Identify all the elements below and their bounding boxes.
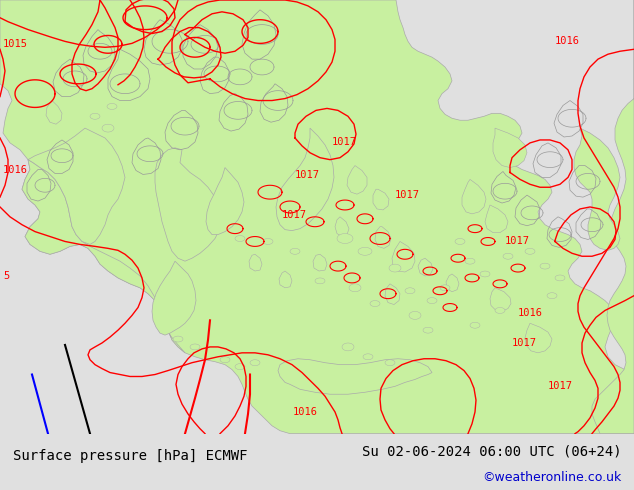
Polygon shape — [347, 166, 367, 194]
Text: ©weatheronline.co.uk: ©weatheronline.co.uk — [482, 471, 621, 484]
Polygon shape — [440, 285, 450, 291]
Text: 1016: 1016 — [3, 165, 28, 174]
Text: 1016: 1016 — [555, 36, 580, 47]
Polygon shape — [107, 103, 117, 109]
Polygon shape — [427, 297, 437, 303]
Polygon shape — [495, 308, 505, 314]
Polygon shape — [313, 254, 327, 271]
Text: 1017: 1017 — [395, 190, 420, 200]
Polygon shape — [385, 284, 400, 305]
Polygon shape — [337, 234, 353, 244]
Polygon shape — [276, 128, 334, 231]
Polygon shape — [370, 300, 380, 307]
Text: 1017: 1017 — [505, 237, 530, 246]
Polygon shape — [349, 284, 361, 292]
Polygon shape — [46, 100, 62, 124]
Polygon shape — [389, 264, 401, 272]
Polygon shape — [28, 128, 125, 245]
Polygon shape — [373, 189, 389, 210]
Polygon shape — [90, 113, 100, 119]
Polygon shape — [342, 343, 354, 351]
Polygon shape — [455, 239, 465, 245]
Polygon shape — [206, 168, 244, 235]
Polygon shape — [250, 360, 260, 366]
Text: 1017: 1017 — [332, 137, 357, 147]
Polygon shape — [335, 217, 349, 237]
Polygon shape — [315, 278, 325, 284]
Polygon shape — [525, 248, 535, 254]
Polygon shape — [385, 360, 395, 366]
Polygon shape — [480, 271, 490, 277]
Polygon shape — [446, 274, 459, 292]
Polygon shape — [490, 288, 511, 312]
Polygon shape — [405, 288, 415, 294]
Polygon shape — [485, 205, 508, 233]
Text: 1016: 1016 — [292, 407, 318, 417]
Polygon shape — [392, 242, 415, 272]
Polygon shape — [465, 258, 475, 264]
Polygon shape — [235, 364, 245, 369]
Polygon shape — [279, 271, 292, 288]
Text: Su 02-06-2024 06:00 UTC (06+24): Su 02-06-2024 06:00 UTC (06+24) — [361, 445, 621, 459]
Text: 1017: 1017 — [295, 171, 320, 180]
Polygon shape — [22, 160, 185, 353]
Polygon shape — [155, 148, 222, 261]
Text: 1017: 1017 — [548, 381, 573, 392]
Polygon shape — [547, 293, 557, 298]
Polygon shape — [102, 124, 114, 132]
Polygon shape — [409, 312, 421, 319]
Polygon shape — [574, 128, 620, 250]
Polygon shape — [358, 247, 372, 255]
Polygon shape — [462, 179, 486, 214]
Text: 1015: 1015 — [3, 39, 28, 49]
Polygon shape — [152, 261, 196, 335]
Polygon shape — [235, 236, 245, 242]
Polygon shape — [190, 344, 200, 350]
Polygon shape — [0, 0, 634, 434]
Polygon shape — [220, 357, 230, 363]
Polygon shape — [503, 253, 513, 259]
Polygon shape — [540, 263, 550, 269]
Polygon shape — [363, 354, 373, 360]
Polygon shape — [592, 0, 634, 434]
Text: 1016: 1016 — [518, 308, 543, 318]
Polygon shape — [470, 322, 480, 328]
Text: Surface pressure [hPa] ECMWF: Surface pressure [hPa] ECMWF — [13, 449, 247, 463]
Polygon shape — [493, 128, 527, 168]
Polygon shape — [263, 239, 273, 245]
Text: 5: 5 — [3, 271, 10, 281]
Polygon shape — [525, 323, 552, 353]
Polygon shape — [173, 336, 183, 342]
Polygon shape — [278, 359, 432, 394]
Polygon shape — [249, 254, 262, 271]
Polygon shape — [418, 258, 433, 276]
Text: 1017: 1017 — [512, 338, 537, 348]
Text: 1017: 1017 — [282, 210, 307, 220]
Polygon shape — [555, 275, 565, 281]
Polygon shape — [423, 327, 433, 333]
Polygon shape — [375, 227, 391, 248]
Polygon shape — [290, 248, 300, 254]
